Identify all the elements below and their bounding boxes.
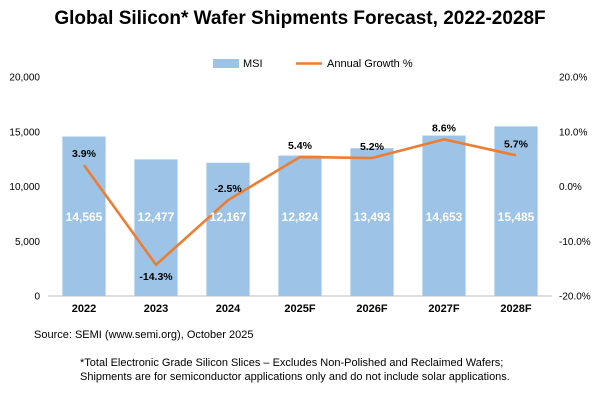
x-tick-label: 2026F [356,303,387,315]
source-note: Source: SEMI (www.semi.org), October 202… [34,329,254,341]
bar [206,162,250,296]
bar-value-label: 12,167 [210,210,247,224]
y2-tick-label: 10.0% [559,127,587,138]
data-labels: 14,565 12,477 12,167 12,824 13,493 14,653 15,4… [66,122,535,282]
y-tick-label: 10,000 [9,182,40,193]
legend-line-label: Annual Growth % [327,58,413,70]
bar-value-label: 14,653 [426,210,463,224]
y-tick-label: 5,000 [15,237,40,248]
y-tick-label: 0 [34,292,40,303]
footnote: *Total Electronic Grade Silicon Slices –… [80,357,510,383]
y2-tick-label: -10.0% [559,237,591,248]
bar [422,135,466,296]
bar [278,155,322,296]
x-tick-label: 2022 [72,303,96,315]
bar-value-label: 15,485 [498,210,535,224]
axes: 0 5,000 10,000 15,000 20,000 -20.0% -10.0% 0.0%… [9,73,590,316]
x-tick-label: 2025F [284,303,315,315]
x-tick-label: 2028F [500,303,531,315]
bar [350,148,394,296]
chart-title: Global Silicon* Wafer Shipments Forecast… [54,8,546,29]
y2-tick-label: -20.0% [559,292,591,303]
growth-value-label: 8.6% [432,122,457,134]
y2-tick-label: 20.0% [559,73,587,84]
x-tick-label: 2023 [144,303,168,315]
x-tick-label: 2024 [216,303,241,315]
legend-bar-label: MSI [243,58,263,70]
bar-value-label: 13,493 [354,210,391,224]
bar [62,136,106,296]
growth-line-path [82,138,517,267]
bar-value-label: 12,477 [138,210,175,224]
growth-value-label: 5.7% [504,138,529,150]
growth-value-label: 3.9% [72,148,97,160]
growth-value-label: 5.4% [288,140,313,152]
y-tick-label: 20,000 [9,73,40,84]
growth-value-label: 5.2% [360,141,385,153]
bar [134,159,178,296]
growth-value-label: -14.3% [139,271,173,283]
growth-line [82,138,517,267]
x-tick-label: 2027F [428,303,459,315]
y2-tick-label: 0.0% [559,182,582,193]
bars [62,126,538,297]
bar-value-label: 14,565 [66,210,103,224]
y-tick-label: 15,000 [9,127,40,138]
bar-value-label: 12,824 [282,210,319,224]
legend: MSI Annual Growth % [213,58,413,70]
legend-bar-swatch [213,59,239,68]
growth-value-label: -2.5% [214,183,242,195]
